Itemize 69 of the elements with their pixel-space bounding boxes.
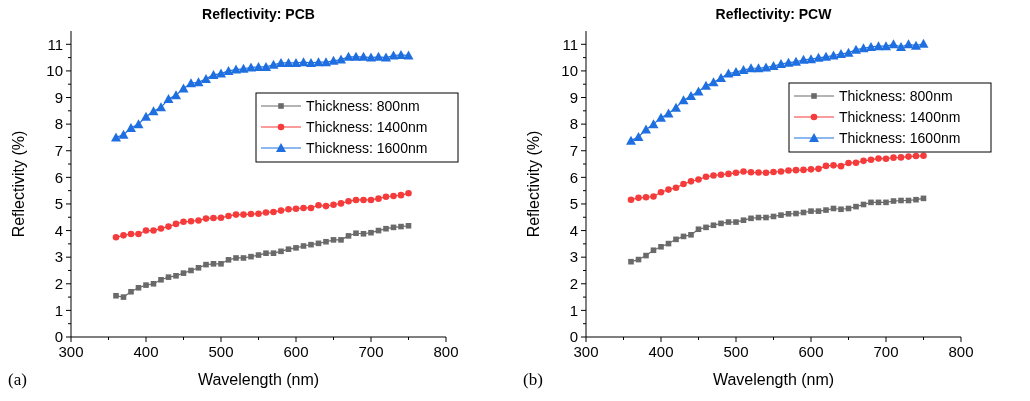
y-axis-title: Reflectivity (%) <box>525 130 542 238</box>
x-axis-title: Wavelength (nm) <box>712 371 835 388</box>
x-tick-label: 400 <box>648 343 674 360</box>
x-tick-label: 700 <box>873 343 899 360</box>
point <box>216 68 226 78</box>
legend-label: Thickness: 1600nm <box>839 129 961 146</box>
point <box>218 261 224 267</box>
y-tick-label: 5 <box>569 195 578 213</box>
y-tick-label: 8 <box>569 115 578 133</box>
point <box>262 209 270 216</box>
x-tick-label: 300 <box>58 343 84 360</box>
y-tick-label: 9 <box>54 88 63 106</box>
point <box>263 250 269 256</box>
chart-title: Reflectivity: PCB <box>202 6 315 22</box>
point <box>626 135 636 145</box>
y-tick-label: 10 <box>561 62 578 80</box>
legend-label: Thickness: 1600nm <box>306 139 428 156</box>
point <box>823 207 829 213</box>
y-tick-label: 9 <box>569 88 578 106</box>
y-tick-label: 2 <box>569 275 578 293</box>
point <box>381 52 391 62</box>
x-tick-label: 500 <box>208 343 234 360</box>
legend-label: Thickness: 800nm <box>306 97 420 114</box>
y-tick-label: 0 <box>569 328 578 346</box>
y-tick-label: 7 <box>54 141 63 159</box>
x-tick-label: 600 <box>798 343 824 360</box>
y-tick-label: 6 <box>569 168 578 186</box>
y-tick-label: 3 <box>54 248 63 266</box>
point <box>366 52 376 62</box>
chart-title: Reflectivity: PCW <box>715 6 833 22</box>
x-tick-label: 600 <box>283 343 309 360</box>
point <box>293 245 299 251</box>
point <box>920 152 927 160</box>
point <box>627 196 635 203</box>
y-axis-title: Reflectivity (%) <box>10 130 27 238</box>
y-tick-label: 6 <box>54 168 63 186</box>
y-tick-label: 1 <box>54 301 63 319</box>
x-tick-label: 800 <box>433 343 459 360</box>
y-tick-label: 11 <box>562 35 578 53</box>
point <box>778 212 784 218</box>
y-tick-label: 10 <box>46 62 63 80</box>
point <box>918 38 929 48</box>
point <box>113 292 119 299</box>
text: (a) <box>8 370 27 389</box>
y-tick-label: 8 <box>54 115 63 133</box>
point <box>353 230 359 237</box>
y-tick-label: 11 <box>47 35 63 53</box>
legend-label: Thickness: 800nm <box>839 87 953 104</box>
point <box>383 225 389 232</box>
y-tick-label: 4 <box>569 221 578 239</box>
x-tick-label: 500 <box>723 343 749 360</box>
point <box>142 227 150 234</box>
x-tick-label: 800 <box>948 343 974 360</box>
x-axis-title: Wavelength (nm) <box>197 371 320 388</box>
point <box>911 40 921 50</box>
y-tick-label: 3 <box>569 248 578 266</box>
text: (b) <box>523 370 543 389</box>
y-tick-label: 7 <box>569 141 578 159</box>
legend-label: Thickness: 1400nm <box>306 118 428 135</box>
y-tick-label: 2 <box>54 275 63 293</box>
y-tick-label: 4 <box>54 221 63 239</box>
y-tick-label: 5 <box>54 195 63 213</box>
legend-label: Thickness: 1400nm <box>839 108 961 125</box>
y-tick-label: 0 <box>54 328 63 346</box>
x-tick-label: 300 <box>573 343 599 360</box>
point <box>777 168 785 175</box>
x-tick-label: 400 <box>133 343 159 360</box>
x-tick-label: 700 <box>358 343 384 360</box>
y-tick-label: 1 <box>569 301 578 319</box>
